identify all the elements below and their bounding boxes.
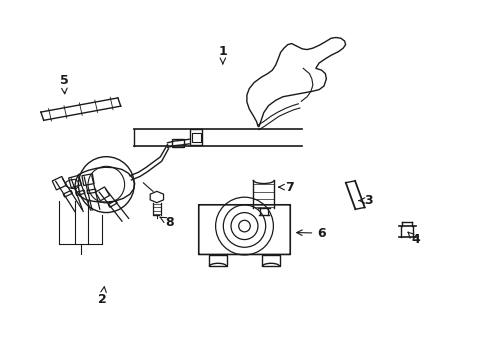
Bar	[192, 133, 200, 142]
Text: 8: 8	[160, 216, 174, 229]
Text: 4: 4	[407, 232, 419, 246]
Bar	[209, 255, 226, 266]
Bar	[68, 175, 81, 188]
Text: 3: 3	[358, 194, 372, 207]
Text: 7: 7	[278, 181, 293, 194]
Text: 1: 1	[218, 45, 227, 64]
Bar	[172, 139, 184, 147]
Bar	[82, 174, 94, 185]
Bar	[190, 130, 202, 145]
Bar	[63, 190, 72, 197]
Bar	[87, 189, 96, 194]
Text: 6: 6	[296, 227, 325, 240]
Bar	[52, 176, 66, 190]
Bar	[76, 190, 85, 195]
Bar	[262, 255, 279, 266]
Text: 2: 2	[98, 287, 106, 306]
Text: 5: 5	[60, 73, 68, 94]
Bar	[108, 200, 117, 207]
Bar	[95, 187, 109, 201]
